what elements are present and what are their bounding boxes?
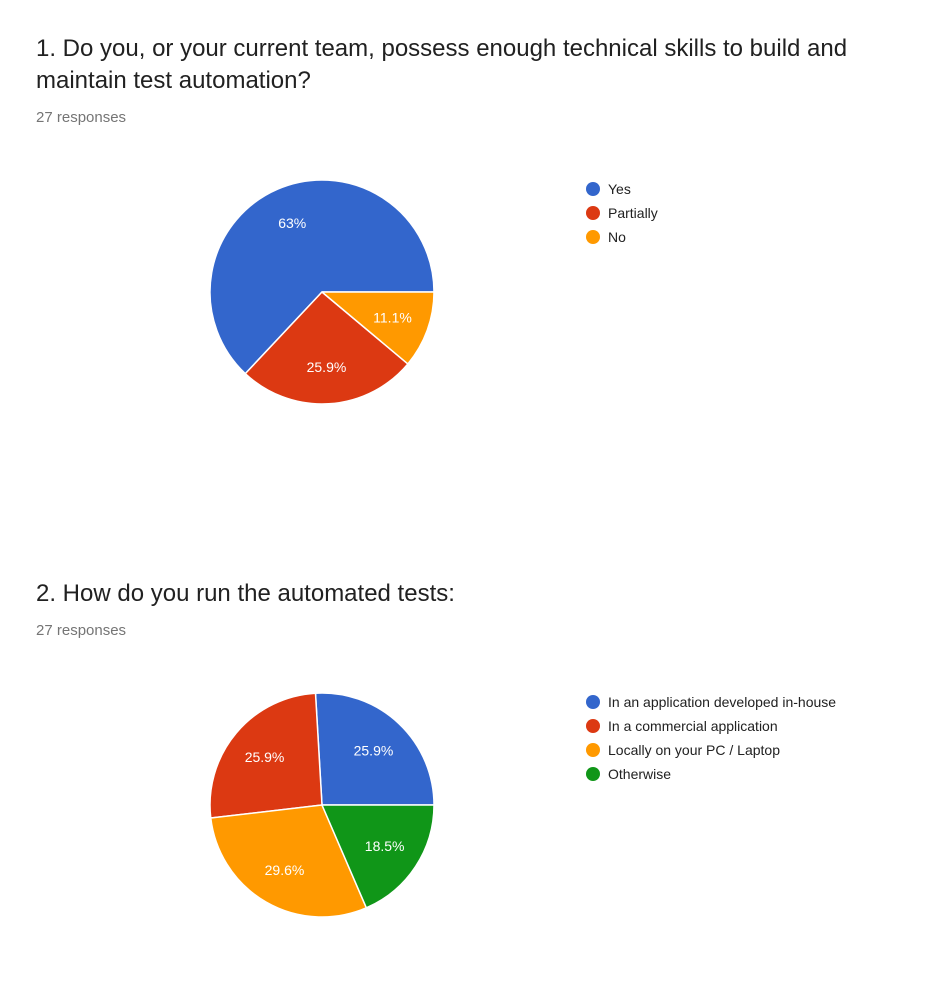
slice-value-label: 25.9%	[307, 359, 347, 375]
response-count: 27 responses	[36, 109, 127, 126]
legend-item[interactable]: Locally on your PC / Laptop	[586, 738, 836, 762]
pie-chart: 63% 25.9% 11.1%	[209, 179, 435, 405]
legend-label: Otherwise	[608, 766, 672, 782]
legend-label: Yes	[608, 181, 631, 197]
pie-slice-yes[interactable]	[209, 179, 435, 375]
slice-value-label: 29.6%	[265, 862, 305, 878]
legend-swatch-icon	[586, 206, 600, 220]
pie-slice-locally-on-your-pc-laptop[interactable]	[210, 804, 368, 918]
slice-value-label: 11.1%	[373, 310, 412, 326]
legend-item[interactable]: Yes	[586, 177, 658, 201]
slice-value-label: 25.9%	[354, 742, 394, 758]
legend-item[interactable]: In an application developed in-house	[586, 690, 836, 714]
slice-value-label: 18.5%	[365, 838, 405, 854]
legend-label: Partially	[608, 205, 658, 221]
pie-slice-no[interactable]	[321, 291, 435, 365]
legend-label: Locally on your PC / Laptop	[608, 742, 780, 758]
pie-slice-otherwise[interactable]	[321, 804, 435, 909]
legend-item[interactable]: Otherwise	[586, 762, 836, 786]
question-2: 2. How do you run the automated tests: 2…	[0, 560, 927, 1007]
slice-value-label: 63%	[278, 215, 306, 231]
question-1: 1. Do you, or your current team, possess…	[36, 35, 848, 405]
pie-slice-in-an-application-developed-in-house[interactable]	[314, 692, 435, 806]
legend-swatch-icon	[586, 695, 600, 709]
legend-swatch-icon	[586, 767, 600, 781]
legend-label: In a commercial application	[608, 718, 778, 734]
slice-value-label: 25.9%	[245, 749, 285, 765]
legend-swatch-icon	[586, 182, 600, 196]
legend-swatch-icon	[586, 743, 600, 757]
legend-item[interactable]: Partially	[586, 201, 658, 225]
legend-item[interactable]: No	[586, 225, 658, 249]
legend-swatch-icon	[586, 719, 600, 733]
pie-slice-in-a-commercial-application[interactable]	[209, 692, 323, 819]
legend-item[interactable]: In a commercial application	[586, 714, 836, 738]
chart-legend: In an application developed in-house In a…	[586, 690, 836, 786]
legend-swatch-icon	[586, 230, 600, 244]
pie-chart: 25.9% 25.9% 29.6% 18.5%	[209, 692, 435, 918]
question-title: 1. Do you, or your current team, possess…	[36, 35, 848, 94]
legend-label: No	[608, 229, 626, 245]
pie-slice-partially[interactable]	[244, 291, 409, 405]
response-count: 27 responses	[36, 622, 127, 639]
question-title: 2. How do you run the automated tests:	[36, 580, 455, 607]
legend-label: In an application developed in-house	[608, 694, 837, 710]
chart-legend: Yes Partially No	[586, 177, 658, 249]
